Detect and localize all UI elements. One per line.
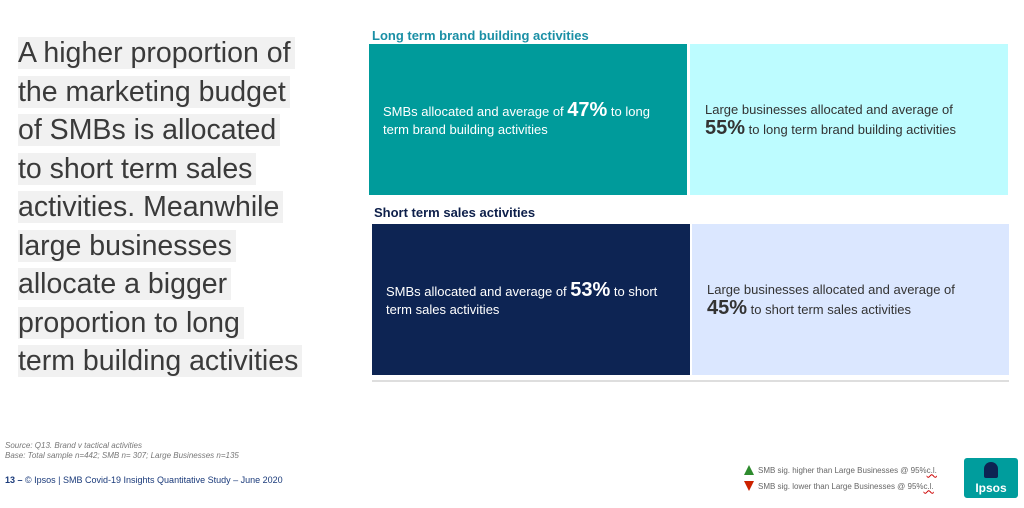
base-line: Base: Total sample n=442; SMB n= 307; La… — [5, 451, 239, 460]
legend-lower-text: SMB sig. lower than Large Businesses @ 9… — [758, 481, 924, 491]
divider — [372, 380, 1009, 382]
headline-line: the marketing budget — [18, 75, 290, 108]
legend-higher-ci: c.l. — [926, 465, 937, 475]
large-short-term-box: Large businesses allocated and average o… — [692, 224, 1009, 375]
legend-higher-text: SMB sig. higher than Large Businesses @ … — [758, 465, 927, 475]
headline-line: allocate a bigger — [18, 268, 232, 300]
logo-text: Ipsos — [975, 481, 1007, 495]
headline-line: large businesses — [18, 229, 236, 262]
triangle-down-icon — [744, 481, 754, 491]
headline: A higher proportion of the marketing bud… — [18, 34, 348, 381]
headline-line: A higher proportion of — [18, 37, 295, 69]
smb-long-term-text: SMBs allocated and average of 47% to lon… — [383, 98, 673, 139]
legend-higher: SMB sig. higher than Large Businesses @ … — [744, 465, 937, 475]
smb-short-term-text: SMBs allocated and average of 53% to sho… — [386, 278, 676, 319]
footer: 13 – © Ipsos | SMB Covid-19 Insights Qua… — [5, 475, 283, 485]
ipsos-logo: Ipsos — [964, 458, 1018, 498]
triangle-up-icon — [744, 465, 754, 475]
headline-line: to short term sales — [18, 152, 257, 185]
logo-mark-icon — [984, 462, 998, 478]
smb-long-term-suffix: to long term brand building activities — [383, 103, 650, 137]
smb-short-term-prefix: SMBs allocated and average of — [386, 283, 571, 299]
smb-short-term-box: SMBs allocated and average of 53% to sho… — [372, 224, 690, 375]
long-term-section-title: Long term brand building activities — [372, 28, 589, 43]
smb-long-term-prefix: SMBs allocated and average of — [383, 103, 568, 119]
source-note: Source: Q13. Brand v tactical activities… — [5, 441, 239, 461]
smb-short-term-value: 53% — [570, 278, 611, 301]
smb-long-term-value: 47% — [567, 98, 608, 121]
source-line: Source: Q13. Brand v tactical activities — [5, 441, 142, 450]
headline-line: proportion to long — [18, 306, 244, 339]
headline-line: of SMBs is allocated — [18, 114, 281, 146]
footer-text: © Ipsos | SMB Covid-19 Insights Quantita… — [22, 475, 283, 485]
legend-lower: SMB sig. lower than Large Businesses @ 9… — [744, 481, 934, 491]
large-short-term-prefix: Large businesses allocated and average o… — [707, 281, 955, 297]
large-short-term-text: Large businesses allocated and average o… — [707, 281, 955, 319]
large-short-term-value: 45% — [707, 296, 748, 319]
short-term-section-title: Short term sales activities — [374, 205, 536, 220]
large-long-term-prefix: Large businesses allocated and average o… — [705, 101, 953, 117]
large-long-term-box: Large businesses allocated and average o… — [690, 44, 1008, 195]
legend-lower-ci: c.l. — [923, 481, 934, 491]
large-short-term-suffix: to short term sales activities — [747, 301, 912, 317]
large-long-term-text: Large businesses allocated and average o… — [705, 101, 956, 139]
large-long-term-value: 55% — [705, 116, 746, 139]
smb-short-term-suffix: to short term sales activities — [386, 283, 658, 317]
large-long-term-suffix: to long term brand building activities — [745, 121, 957, 137]
page-number: 13 – — [5, 475, 23, 485]
smb-long-term-box: SMBs allocated and average of 47% to lon… — [369, 44, 687, 195]
headline-line: activities. Meanwhile — [18, 191, 284, 223]
headline-line: term building activities — [18, 345, 303, 377]
